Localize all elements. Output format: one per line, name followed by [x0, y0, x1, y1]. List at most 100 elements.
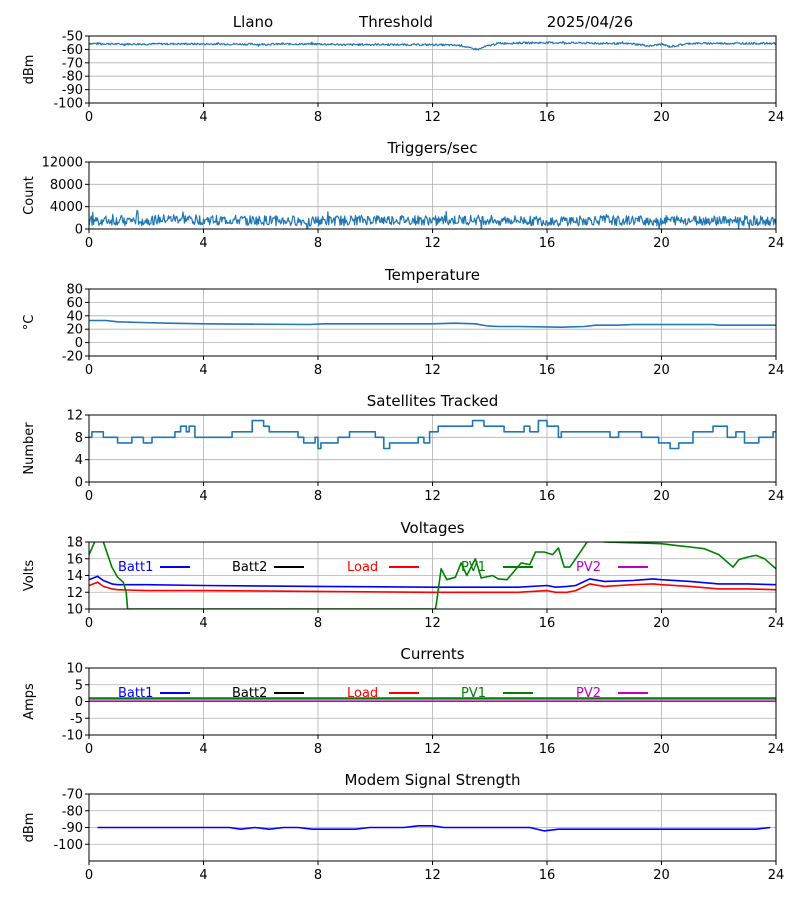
- voltages-y-tick-label: 18: [66, 536, 83, 551]
- modem-y-tick-label: -100: [53, 838, 83, 853]
- signal-x-tick-label: 16: [539, 110, 556, 125]
- modem-x-tick-label: 8: [314, 868, 322, 883]
- signal-y-tick-label: -80: [62, 70, 83, 85]
- satellites-x-tick-label: 12: [424, 489, 441, 504]
- voltages-legend-pv1: PV1: [461, 560, 486, 575]
- triggers-series-line: [89, 209, 776, 229]
- header-mode: Threshold: [358, 13, 433, 31]
- currents-y-tick-label: -10: [62, 729, 83, 744]
- voltages-legend-load: Load: [347, 560, 378, 575]
- satellites-title: Satellites Tracked: [367, 392, 498, 410]
- voltages-y-tick-label: 10: [66, 603, 83, 618]
- signal-series-line: [89, 40, 776, 51]
- modem-x-tick-label: 16: [539, 868, 556, 883]
- triggers-y-axis-label: Count: [22, 176, 37, 215]
- voltages-legend-pv2: PV2: [576, 560, 601, 575]
- currents-y-tick-label: 10: [66, 662, 83, 677]
- modem-x-tick-label: 4: [199, 868, 207, 883]
- voltages-series-pv1: [89, 542, 776, 609]
- triggers-x-tick-label: 8: [314, 236, 322, 251]
- signal-x-tick-label: 20: [653, 110, 670, 125]
- modem-y-tick-label: -70: [62, 788, 83, 803]
- satellites-y-tick-label: 12: [66, 409, 83, 424]
- temperature-y-tick-label: 20: [66, 323, 83, 338]
- temperature-x-tick-label: 12: [424, 363, 441, 378]
- currents-title: Currents: [400, 645, 464, 663]
- currents-y-tick-label: 0: [75, 695, 83, 710]
- temperature-x-tick-label: 20: [653, 363, 670, 378]
- currents-x-tick-label: 16: [539, 742, 556, 757]
- voltages-x-tick-label: 16: [539, 616, 556, 631]
- temperature-x-tick-label: 24: [768, 363, 785, 378]
- voltages-y-tick-label: 14: [66, 569, 83, 584]
- currents-legend-batt2: Batt2: [232, 686, 267, 701]
- signal-y-axis-label: dBm: [22, 55, 37, 85]
- voltages-x-tick-label: 24: [768, 616, 785, 631]
- triggers-x-tick-label: 12: [424, 236, 441, 251]
- modem-y-tick-label: -90: [62, 821, 83, 836]
- satellites-x-tick-label: 8: [314, 489, 322, 504]
- satellites-x-tick-label: 24: [768, 489, 785, 504]
- signal-x-tick-label: 8: [314, 110, 322, 125]
- currents-x-tick-label: 20: [653, 742, 670, 757]
- currents-y-tick-label: 5: [75, 678, 83, 693]
- voltages-y-tick-label: 12: [66, 586, 83, 601]
- temperature-y-tick-label: 60: [66, 296, 83, 311]
- modem-x-tick-label: 0: [85, 868, 93, 883]
- temperature-y-tick-label: 0: [75, 336, 83, 351]
- voltages-series-load: [89, 581, 776, 594]
- voltages-series-batt1: [89, 575, 776, 588]
- temperature-title: Temperature: [384, 266, 480, 284]
- currents-legend-batt1: Batt1: [118, 686, 153, 701]
- currents-legend-pv2: PV2: [576, 686, 601, 701]
- currents-x-tick-label: 8: [314, 742, 322, 757]
- signal-y-tick-label: -70: [62, 56, 83, 71]
- voltages-legend-batt1: Batt1: [118, 560, 153, 575]
- temperature-x-tick-label: 8: [314, 363, 322, 378]
- currents-x-tick-label: 24: [768, 742, 785, 757]
- currents-y-tick-label: -5: [70, 712, 83, 727]
- voltages-x-tick-label: 4: [199, 616, 207, 631]
- satellites-y-tick-label: 0: [75, 476, 83, 491]
- signal-y-tick-label: -60: [62, 43, 83, 58]
- voltages-legend-batt2: Batt2: [232, 560, 267, 575]
- temperature-y-tick-label: 80: [66, 283, 83, 298]
- satellites-y-tick-label: 4: [75, 453, 83, 468]
- signal-y-tick-label: -50: [62, 30, 83, 45]
- currents-x-tick-label: 0: [85, 742, 93, 757]
- voltages-title: Voltages: [400, 519, 464, 537]
- currents-y-axis-label: Amps: [22, 683, 37, 720]
- temperature-x-tick-label: 16: [539, 363, 556, 378]
- signal-x-tick-label: 12: [424, 110, 441, 125]
- satellites-y-tick-label: 8: [75, 431, 83, 446]
- modem-series-line: [97, 825, 771, 832]
- voltages-y-tick-label: 16: [66, 552, 83, 567]
- temperature-x-tick-label: 0: [85, 363, 93, 378]
- voltages-x-tick-label: 20: [653, 616, 670, 631]
- currents-x-tick-label: 4: [199, 742, 207, 757]
- temperature-series-line: [89, 319, 776, 328]
- satellites-series-line: [89, 419, 776, 450]
- header-site: Llano: [233, 13, 273, 31]
- voltages-x-tick-label: 12: [424, 616, 441, 631]
- header-date: 2025/04/26: [547, 13, 633, 31]
- triggers-y-tick-label: 8000: [50, 178, 83, 193]
- signal-x-tick-label: 4: [199, 110, 207, 125]
- currents-legend-load: Load: [347, 686, 378, 701]
- satellites-x-tick-label: 4: [199, 489, 207, 504]
- voltages-y-axis-label: Volts: [22, 560, 37, 592]
- temperature-y-tick-label: 40: [66, 309, 83, 324]
- voltages-x-tick-label: 8: [314, 616, 322, 631]
- modem-x-tick-label: 12: [424, 868, 441, 883]
- satellites-y-axis-label: Number: [22, 422, 37, 475]
- currents-x-tick-label: 12: [424, 742, 441, 757]
- modem-y-axis-label: dBm: [22, 813, 37, 843]
- temperature-x-tick-label: 4: [199, 363, 207, 378]
- modem-title: Modem Signal Strength: [345, 771, 521, 789]
- signal-y-tick-label: -100: [53, 97, 83, 112]
- currents-legend-pv1: PV1: [461, 686, 486, 701]
- triggers-y-tick-label: 4000: [50, 200, 83, 215]
- satellites-x-tick-label: 20: [653, 489, 670, 504]
